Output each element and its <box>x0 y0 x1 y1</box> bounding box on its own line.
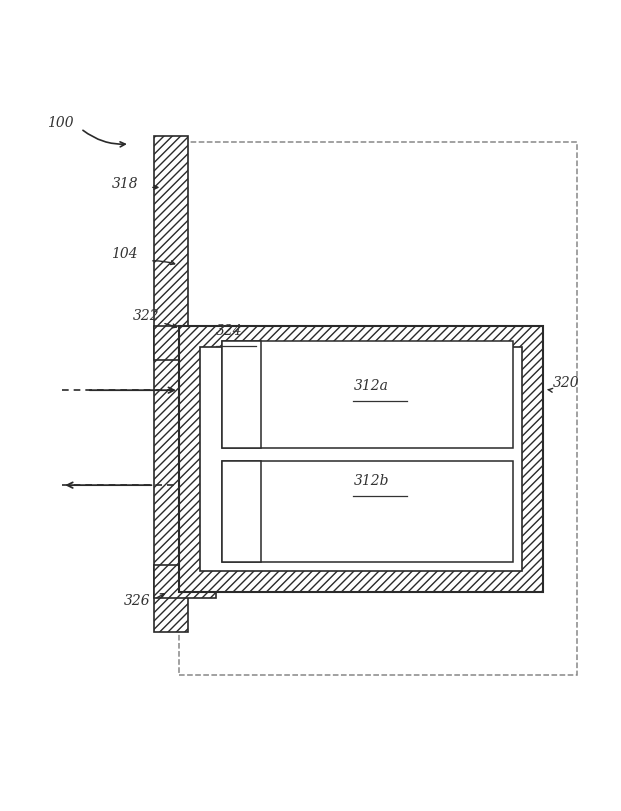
Text: 100: 100 <box>47 116 74 130</box>
Bar <box>222 461 513 562</box>
Bar <box>222 341 261 448</box>
Text: 326: 326 <box>124 594 150 607</box>
Bar <box>222 461 261 562</box>
Text: 104: 104 <box>111 247 138 261</box>
Bar <box>154 564 215 599</box>
Text: 312b: 312b <box>353 474 389 488</box>
Bar <box>179 142 577 675</box>
Text: 312a: 312a <box>353 380 388 393</box>
Bar <box>200 347 522 571</box>
Text: 320: 320 <box>553 376 579 390</box>
Bar <box>154 136 188 633</box>
Text: 318: 318 <box>111 177 138 191</box>
Bar <box>222 341 513 448</box>
Text: 324: 324 <box>215 324 242 338</box>
Bar <box>179 326 543 592</box>
Bar <box>154 326 215 359</box>
Text: 322: 322 <box>133 309 160 323</box>
